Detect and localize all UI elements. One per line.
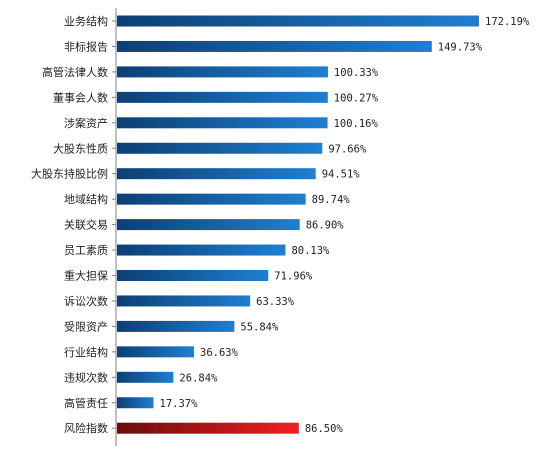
- category-label-6: 大股东性质: [53, 141, 108, 155]
- category-label-1: 业务结构: [64, 14, 108, 28]
- value-label-1: 172.19%: [485, 16, 530, 28]
- category-label-3: 高管法律人数: [42, 65, 108, 79]
- value-label-4: 100.27%: [334, 92, 379, 104]
- bar-16: [117, 397, 154, 409]
- value-label-9: 86.90%: [306, 220, 345, 232]
- category-label-15: 违规次数: [64, 370, 108, 384]
- bar-12: [117, 295, 251, 307]
- category-labels: 业务结构非标报告高管法律人数董事会人数涉案资产大股东性质大股东持股比例地域结构关…: [31, 14, 108, 435]
- category-label-8: 地域结构: [64, 192, 108, 206]
- bar-4: [117, 91, 328, 103]
- category-label-2: 非标报告: [64, 39, 108, 53]
- bar-10: [117, 244, 286, 256]
- category-label-11: 重大担保: [64, 269, 108, 283]
- bar-9: [117, 219, 300, 231]
- value-label-17: 86.50%: [305, 423, 344, 435]
- bar-6: [117, 142, 323, 154]
- bar-15: [117, 371, 174, 383]
- value-label-5: 100.16%: [334, 118, 379, 130]
- bar-1: [117, 15, 479, 27]
- value-label-8: 89.74%: [312, 194, 351, 206]
- value-label-11: 71.96%: [274, 271, 313, 283]
- value-label-13: 55.84%: [240, 321, 279, 333]
- category-label-12: 诉讼次数: [64, 294, 108, 308]
- category-label-7: 大股东持股比例: [31, 167, 108, 181]
- bar-8: [117, 193, 306, 205]
- value-label-16: 17.37%: [160, 398, 199, 410]
- category-label-17: 风险指数: [64, 421, 108, 435]
- category-label-9: 关联交易: [64, 218, 108, 232]
- axis-layer: [112, 8, 117, 446]
- category-label-10: 员工素质: [64, 244, 108, 257]
- bar-13: [117, 320, 235, 332]
- category-label-5: 涉案资产: [64, 116, 108, 130]
- bar-5: [117, 117, 328, 129]
- category-label-13: 受限资产: [64, 319, 108, 333]
- category-label-4: 董事会人数: [53, 91, 108, 104]
- category-label-16: 高管责任: [64, 396, 108, 410]
- bar-2: [117, 40, 432, 52]
- value-label-6: 97.66%: [328, 143, 367, 155]
- bar-14: [117, 346, 195, 358]
- value-label-15: 26.84%: [179, 372, 218, 384]
- bar-17: [117, 422, 299, 434]
- bar-7: [117, 168, 316, 180]
- bar-11: [117, 270, 269, 281]
- value-label-14: 36.63%: [200, 347, 239, 359]
- value-label-2: 149.73%: [438, 41, 483, 53]
- value-labels: 172.19% 149.73% 100.33% 100.27% 100.16% 97.66…: [160, 16, 530, 435]
- category-label-14: 行业结构: [64, 345, 108, 359]
- value-label-7: 94.51%: [322, 169, 361, 181]
- value-label-10: 80.13%: [291, 245, 330, 257]
- value-label-12: 63.33%: [256, 296, 295, 308]
- bars-layer: [117, 15, 479, 434]
- bar-3: [117, 66, 328, 78]
- value-label-3: 100.33%: [334, 67, 379, 79]
